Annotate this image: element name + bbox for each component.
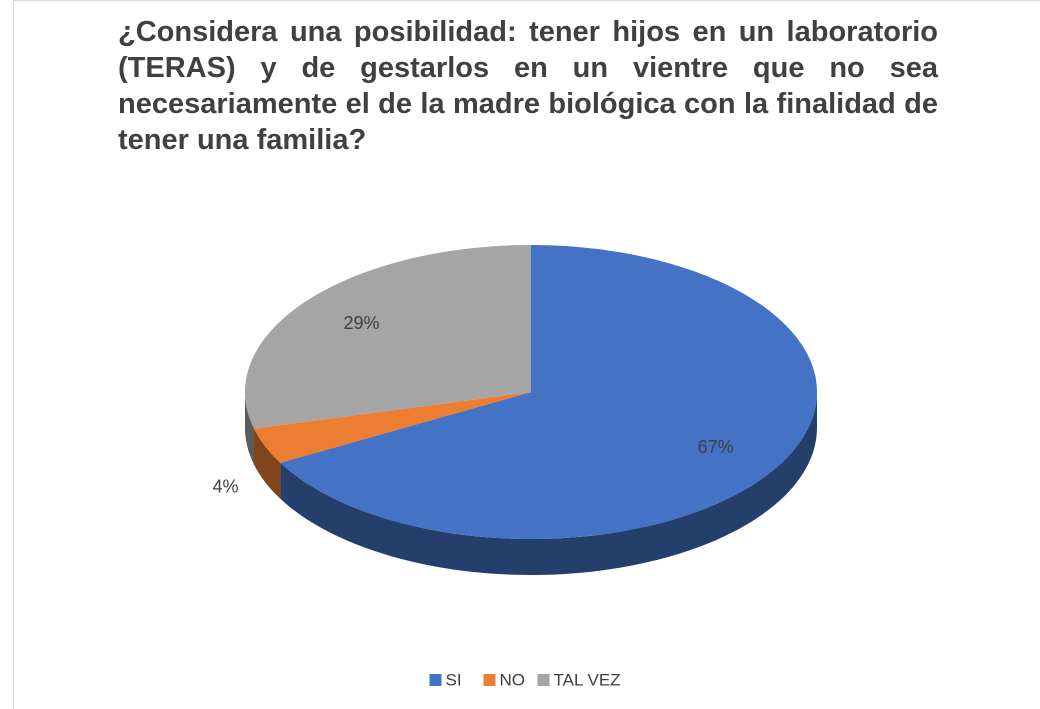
legend-swatch [537,674,550,686]
pie-slice [254,392,531,463]
pie-slice [245,245,531,429]
legend-label: SI [446,670,462,689]
pie-slice [280,245,817,539]
data-label: 29% [343,313,379,333]
legend-swatch [483,674,496,686]
data-label: 67% [698,437,734,457]
chart-title: ¿Considera una posibilidad: tener hijos … [118,16,938,156]
legend-label: NO [500,670,526,689]
pie-side [254,428,281,499]
data-label: 4% [212,476,238,496]
legend-swatch [429,674,442,686]
pie-side [280,392,817,575]
legend-label: TAL VEZ [554,670,621,689]
chart-border [13,0,1040,709]
pie-side [245,392,254,465]
